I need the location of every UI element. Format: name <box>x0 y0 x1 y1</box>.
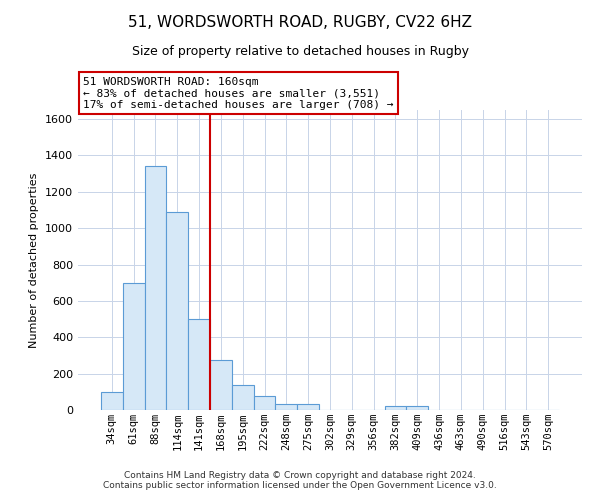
Bar <box>254 396 275 410</box>
Text: Size of property relative to detached houses in Rugby: Size of property relative to detached ho… <box>131 45 469 58</box>
Bar <box>123 282 145 410</box>
Bar <box>188 319 210 410</box>
Y-axis label: Number of detached properties: Number of detached properties <box>29 172 40 348</box>
Text: 51 WORDSWORTH ROAD: 160sqm
← 83% of detached houses are smaller (3,551)
17% of s: 51 WORDSWORTH ROAD: 160sqm ← 83% of deta… <box>83 77 394 110</box>
Bar <box>385 406 406 410</box>
Bar <box>297 404 319 410</box>
Bar <box>210 360 232 410</box>
Bar <box>232 384 254 410</box>
Text: Contains HM Land Registry data © Crown copyright and database right 2024.
Contai: Contains HM Land Registry data © Crown c… <box>103 470 497 490</box>
Bar <box>166 212 188 410</box>
Bar <box>406 406 428 410</box>
Text: 51, WORDSWORTH ROAD, RUGBY, CV22 6HZ: 51, WORDSWORTH ROAD, RUGBY, CV22 6HZ <box>128 15 472 30</box>
Bar <box>145 166 166 410</box>
Bar <box>101 392 123 410</box>
Bar <box>275 404 297 410</box>
